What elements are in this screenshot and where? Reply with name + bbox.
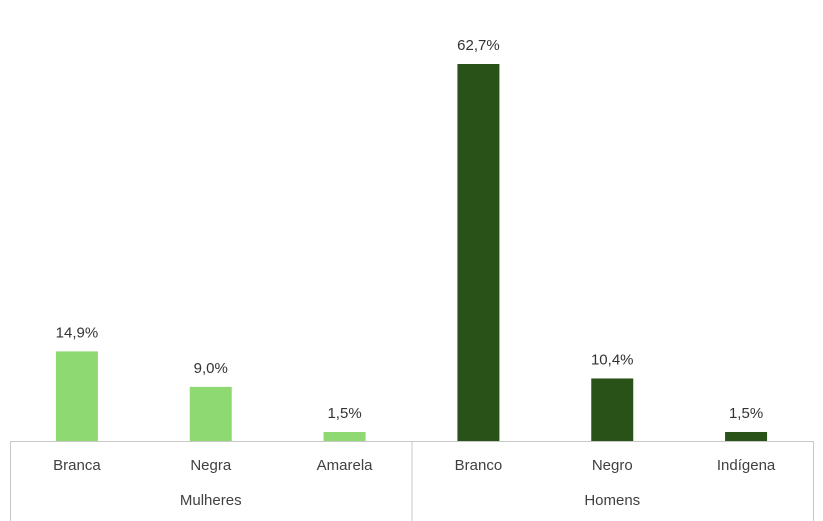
tick-label-branca: Branca bbox=[53, 457, 101, 474]
group-label-homens: Homens bbox=[584, 492, 640, 509]
data-label-indigena: 1,5% bbox=[729, 405, 763, 422]
tick-label-negra: Negra bbox=[190, 457, 232, 474]
tick-label-indigena: Indígena bbox=[717, 457, 776, 474]
tick-label-branco: Branco bbox=[455, 457, 503, 474]
tick-label-amarela: Amarela bbox=[317, 457, 374, 474]
data-labels-layer: 14,9% 9,0% 1,5% 62,7% 10,4% 1,5% bbox=[56, 37, 764, 422]
bar-branco bbox=[457, 64, 500, 441]
bar-branca bbox=[55, 351, 98, 441]
data-label-branca: 14,9% bbox=[56, 324, 99, 341]
data-label-amarela: 1,5% bbox=[327, 405, 361, 422]
bar-negro bbox=[591, 378, 634, 441]
data-label-branco: 62,7% bbox=[457, 37, 500, 54]
data-label-negro: 10,4% bbox=[591, 351, 634, 368]
bar-amarela bbox=[323, 431, 366, 441]
bar-indigena bbox=[725, 431, 768, 441]
group-label-mulheres: Mulheres bbox=[180, 492, 242, 509]
bars-layer bbox=[55, 64, 768, 441]
tick-label-negro: Negro bbox=[592, 457, 633, 474]
bar-negra bbox=[189, 386, 232, 441]
category-axis: Branca Negra Amarela Branco Negro Indígena Mul… bbox=[10, 441, 814, 521]
data-label-negra: 9,0% bbox=[194, 360, 228, 377]
